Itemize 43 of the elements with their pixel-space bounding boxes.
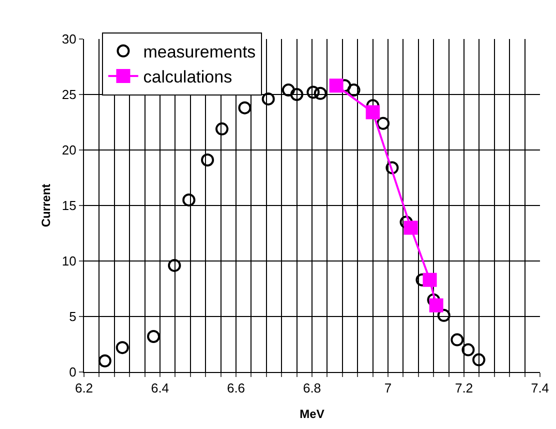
x-axis-title: MeV — [300, 407, 324, 421]
point — [376, 116, 390, 130]
point — [404, 220, 418, 235]
x-tick-label: 7 — [384, 380, 392, 396]
point — [450, 333, 464, 346]
point — [182, 193, 196, 206]
y-tick-label: 25 — [62, 87, 76, 102]
point — [347, 84, 360, 97]
point — [215, 122, 228, 136]
legend-label: calculations — [143, 68, 232, 87]
y-tick-label: 20 — [62, 142, 76, 158]
point — [98, 354, 112, 368]
point — [437, 308, 450, 322]
y-axis-title: Current — [39, 184, 54, 228]
x-tick-label: 7.2 — [454, 380, 474, 396]
point — [422, 272, 437, 287]
x-tick-label: 6.8 — [302, 380, 322, 396]
y-tick-label: 30 — [62, 32, 76, 47]
x-tick-label: 6.2 — [74, 380, 94, 396]
y-tick-label: 0 — [69, 364, 76, 380]
point — [168, 258, 181, 272]
x-tick-label: 6.4 — [150, 380, 170, 396]
point — [282, 84, 295, 97]
point — [201, 153, 214, 166]
y-tick-label: 10 — [62, 254, 76, 269]
point — [262, 92, 275, 106]
point — [386, 161, 399, 174]
x-tick-label: 6.6 — [226, 380, 246, 396]
point — [306, 86, 320, 99]
x-tick-label: 7.4 — [530, 380, 550, 396]
point — [366, 105, 380, 120]
point — [429, 298, 444, 312]
point — [314, 86, 327, 100]
point — [238, 101, 252, 114]
y-tick-label: 15 — [62, 198, 76, 214]
point — [472, 353, 486, 366]
point — [116, 341, 129, 354]
point — [290, 88, 304, 101]
point — [147, 330, 160, 343]
y-tick-label: 5 — [69, 309, 76, 324]
point — [329, 78, 344, 93]
point — [462, 343, 475, 356]
legend-label: measurements — [143, 42, 256, 62]
